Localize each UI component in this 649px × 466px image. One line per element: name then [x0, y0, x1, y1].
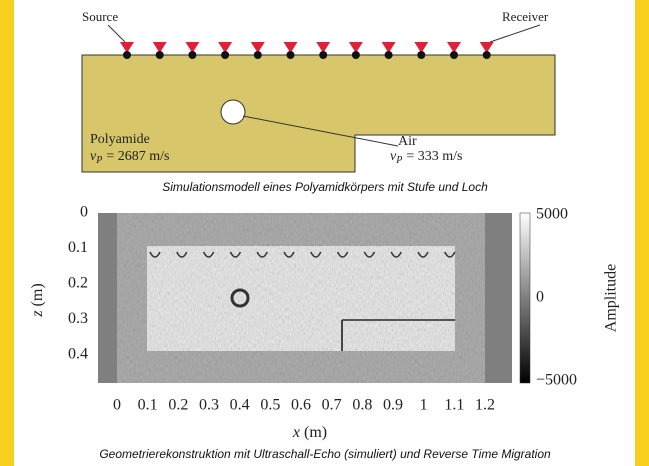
- colorbar: [519, 212, 531, 384]
- unit: (m): [29, 283, 46, 306]
- echo-arc: [336, 251, 349, 258]
- echo-arc: [283, 251, 295, 258]
- colorbar-tick-label: −5000: [536, 372, 577, 389]
- z-tick-label: 0.2: [68, 275, 88, 292]
- symbol: x: [292, 424, 300, 441]
- caption: Simulationsmodell eines Polyamidkörpers …: [162, 180, 488, 194]
- sensor-triangle: [447, 42, 461, 53]
- x-tick-label: 1.1: [444, 397, 464, 414]
- sensor-triangle: [283, 42, 298, 53]
- polyamide-body: [81, 54, 556, 173]
- sensor-dot: [482, 51, 491, 59]
- x-tick-label: 0: [113, 397, 121, 414]
- z-tick-label: 0.1: [68, 239, 88, 256]
- z-tick-label: 0.4: [68, 346, 88, 363]
- colorbar-label: Amplitude: [603, 264, 620, 332]
- material-name: Polyamide: [90, 132, 150, 147]
- sensor-triangle: [250, 42, 265, 53]
- caption: Geometrierekonstruktion mit Ultraschall-…: [99, 447, 551, 461]
- sensor-dot: [319, 51, 328, 59]
- colorbar-tick-label: 5000: [536, 206, 568, 223]
- axes: 0 0.1 0.2 0.3 0.4 0.5 0.6 0.7 0.8 0.9 1 1.1 1.2 0 0.1 0…: [68, 204, 577, 414]
- sensor-triangle: [218, 42, 233, 53]
- sensor-triangle: [120, 42, 134, 53]
- x-tick-label: 0.4: [230, 397, 250, 414]
- pointer-line: [107, 24, 126, 43]
- x-tick-label: 0.8: [352, 397, 372, 414]
- x-tick-label: 1.2: [475, 397, 495, 414]
- x-axis-label: x (m): [292, 424, 327, 441]
- velocity: = 333 m/s: [406, 149, 462, 164]
- echo-arc: [176, 251, 188, 258]
- sensor-dot: [450, 51, 458, 59]
- x-tick-label: 1: [420, 397, 428, 414]
- x-tick-label: 0.3: [199, 397, 219, 414]
- sensor-dot: [253, 51, 262, 59]
- x-tick-label: 0.1: [138, 397, 158, 414]
- echo-arc: [390, 251, 402, 258]
- z-tick-label: 0.3: [68, 310, 88, 327]
- z-axis-label: z (m): [29, 283, 46, 317]
- echo-arc: [256, 251, 268, 258]
- receiver-label: Receiver: [502, 9, 549, 24]
- pointer-line: [489, 24, 541, 43]
- inclusion-name: Air: [398, 134, 417, 149]
- sensor-triangle: [185, 42, 200, 53]
- pointer-line: [242, 115, 399, 147]
- echo-arc: [149, 251, 161, 258]
- subscript: P: [95, 155, 102, 166]
- sensor-triangle: [381, 42, 396, 53]
- sensor-dot: [188, 51, 197, 59]
- sensor-dot: [221, 51, 230, 59]
- velocity: = 2687 m/s: [106, 149, 169, 164]
- sensor-dot: [286, 51, 295, 59]
- symbol: v: [90, 149, 97, 164]
- sensor-dot: [417, 51, 426, 59]
- unit: (m): [304, 424, 327, 441]
- sensor-triangle: [152, 42, 167, 53]
- symbol: v: [390, 149, 397, 164]
- x-tick-label: 0.6: [291, 397, 311, 414]
- air-hole: [220, 99, 246, 125]
- symbol: z: [29, 310, 46, 318]
- reconstructed-body: [147, 246, 455, 351]
- sensor-echoes: [149, 251, 456, 258]
- reconstructed-body-tint: [147, 246, 455, 351]
- colorbar-tick-label: 0: [536, 289, 544, 306]
- sensors: [120, 42, 494, 59]
- echo-arc: [417, 251, 429, 258]
- sensor-triangle: [316, 42, 331, 53]
- subscript: P: [395, 155, 402, 166]
- sensor-triangle: [479, 42, 494, 53]
- sensor-dot: [155, 51, 164, 59]
- inclusion-velocity: vP = 333 m/s: [390, 149, 462, 166]
- echo-arc: [310, 251, 322, 258]
- echo-arc: [363, 251, 376, 258]
- echo-arc: [202, 251, 215, 258]
- echo-arc: [444, 251, 456, 258]
- sensor-dot: [384, 51, 393, 59]
- x-tick-label: 0.9: [383, 397, 403, 414]
- echo-arc: [229, 251, 242, 258]
- hole-echo: [230, 288, 250, 308]
- sensor-dot: [123, 51, 131, 59]
- sensor-dot: [351, 51, 360, 59]
- z-tick-label: 0: [80, 204, 88, 221]
- x-tick-label: 0.7: [322, 397, 342, 414]
- source-label: Source: [82, 9, 118, 24]
- x-tick-label: 0.2: [168, 397, 188, 414]
- sensor-triangle: [414, 42, 429, 53]
- x-tick-label: 0.5: [260, 397, 280, 414]
- sensor-triangle: [348, 42, 363, 53]
- material-velocity: vP = 2687 m/s: [90, 149, 169, 166]
